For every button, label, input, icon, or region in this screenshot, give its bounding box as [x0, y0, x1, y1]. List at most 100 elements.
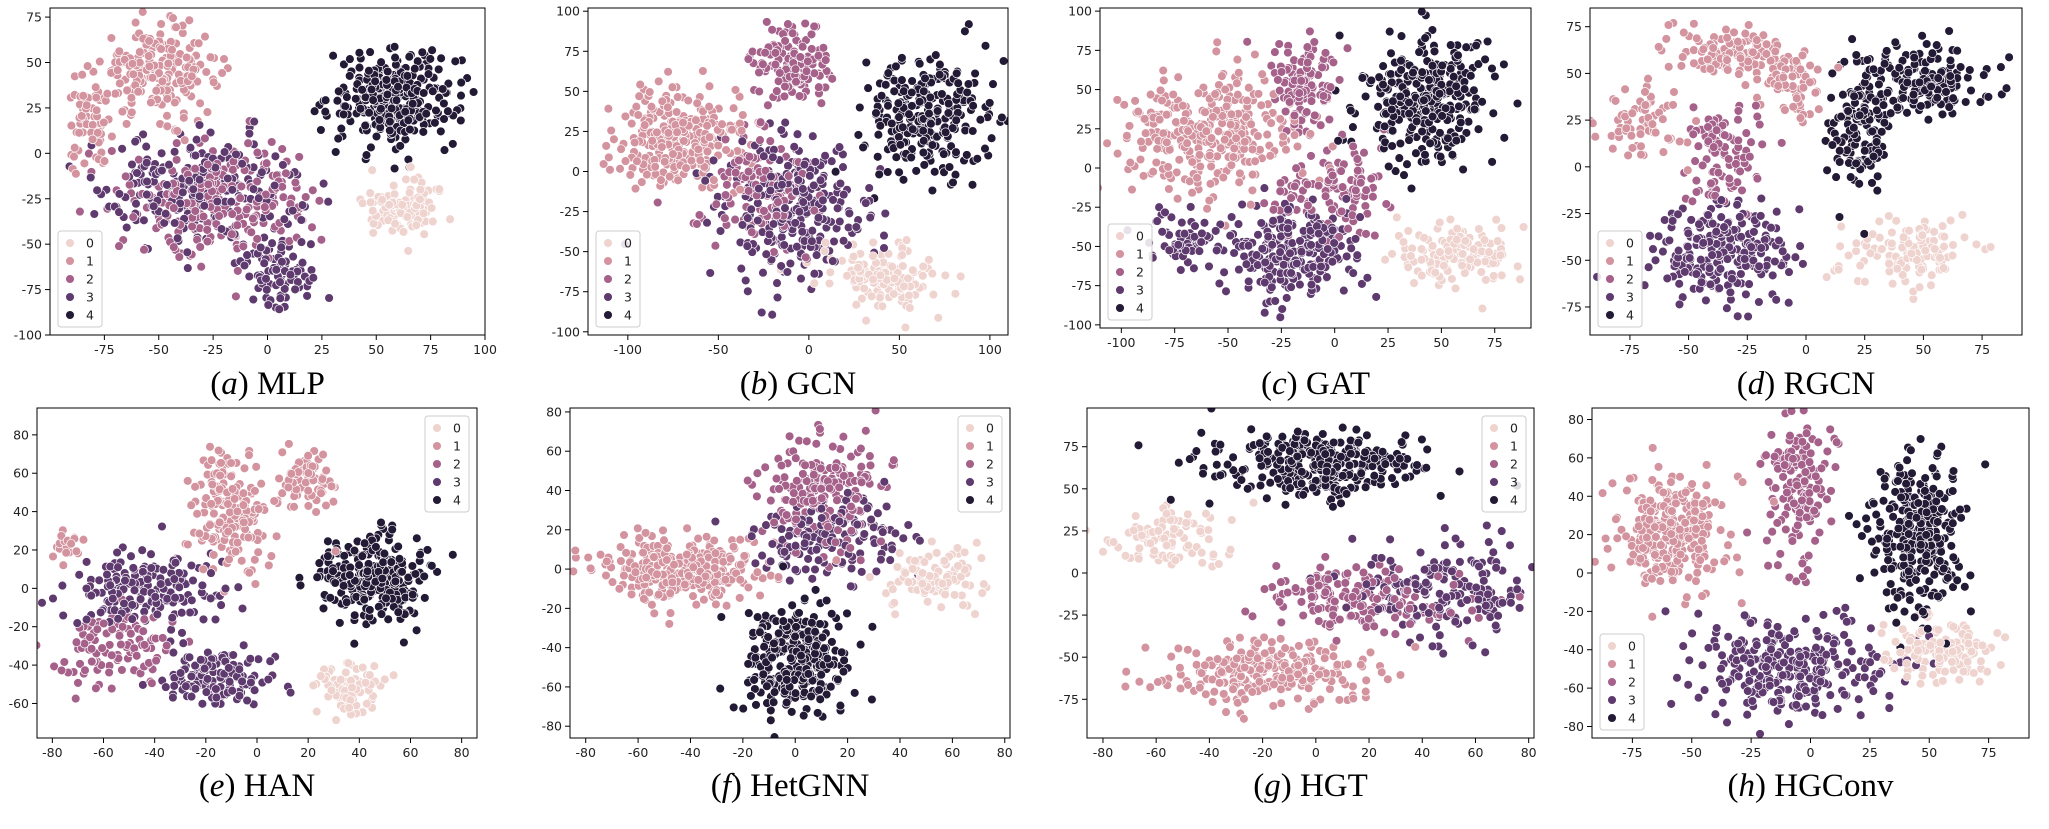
point-mlp-class1 [167, 44, 177, 55]
point-gcn-class1 [664, 171, 675, 182]
point-gat-class1 [1122, 131, 1132, 141]
point-gcn-class3 [783, 161, 793, 171]
point-rgcn-class2 [1688, 129, 1698, 140]
point-rgcn-class1 [1795, 64, 1806, 75]
point-gat-class1 [1213, 126, 1224, 137]
point-gcn-class4 [953, 78, 963, 88]
point-mlp-class1 [66, 120, 77, 131]
point-gat-class0 [1492, 236, 1503, 246]
point-gcn-class4 [853, 130, 864, 140]
point-gat-class0 [1419, 233, 1429, 243]
point-gat-class0 [1380, 254, 1390, 265]
point-rgcn-class2 [1746, 137, 1756, 147]
point-gcn-class2 [797, 41, 808, 52]
point-mlp-class4 [344, 71, 355, 81]
point-gat-class0 [1465, 254, 1475, 265]
point-rgcn-class1 [1791, 56, 1802, 66]
point-gcn-class3 [789, 142, 799, 152]
point-mlp-class3 [212, 196, 223, 207]
point-mlp-class3 [184, 175, 194, 186]
point-gat-class1 [1130, 96, 1140, 106]
point-mlp-class0 [434, 184, 445, 194]
point-gat-class1 [1245, 199, 1256, 210]
point-gat-class3 [1352, 250, 1363, 260]
point-rgcn-class4 [1879, 118, 1890, 128]
point-gat-class4 [1473, 59, 1484, 69]
point-gcn-class4 [951, 147, 961, 157]
point-mlp-class4 [423, 69, 434, 79]
point-mlp-class3 [139, 215, 149, 226]
y-tick-label-gat: 100 [1068, 4, 1092, 19]
point-gat-class1 [1172, 193, 1183, 204]
point-gcn-class0 [908, 265, 918, 276]
point-rgcn-class1 [1722, 33, 1732, 43]
point-mlp-class4 [456, 115, 466, 126]
point-mlp-class1 [106, 33, 117, 43]
point-gcn-class3 [777, 180, 787, 190]
point-gat-class2 [1283, 47, 1293, 58]
point-gat-class3 [1295, 236, 1305, 246]
x-tick-label-mlp: -75 [94, 342, 114, 357]
point-gcn-class2 [787, 28, 798, 38]
point-rgcn-class0 [1855, 260, 1865, 271]
point-gcn-class4 [863, 83, 873, 93]
point-gat-class4 [1512, 98, 1523, 109]
point-rgcn-class3 [1722, 254, 1733, 264]
point-gat-class3 [1166, 212, 1177, 223]
point-gcn-class3 [743, 286, 753, 297]
point-rgcn-class3 [1694, 219, 1704, 229]
point-gcn-class3 [767, 309, 777, 320]
x-tick-label-gcn: 100 [978, 342, 1002, 357]
point-rgcn-class1 [1610, 96, 1621, 106]
y-tick-label-gcn: -50 [560, 244, 580, 259]
point-gat-class2 [1270, 47, 1280, 57]
point-gat-class3 [1233, 219, 1244, 229]
point-gcn-class3 [737, 136, 748, 146]
point-mlp-class3 [157, 165, 167, 176]
point-gat-class3 [1348, 268, 1358, 278]
x-tick-label-gat: 75 [1487, 335, 1503, 350]
point-gat-class4 [1417, 67, 1427, 77]
point-rgcn-class4 [1955, 62, 1966, 72]
point-gat-class1 [1235, 168, 1245, 179]
point-gcn-class2 [770, 48, 781, 58]
point-rgcn-class3 [1716, 212, 1726, 222]
point-mlp-class2 [248, 213, 258, 224]
point-gcn-class2 [692, 219, 702, 229]
point-mlp-class3 [219, 147, 230, 157]
point-gat-class1 [1217, 111, 1228, 121]
point-gcn-class4 [898, 175, 909, 185]
point-mlp-class3 [169, 147, 180, 157]
point-gat-class1 [1133, 106, 1143, 117]
point-gcn-class0 [857, 293, 867, 304]
point-gcn-class4 [894, 112, 904, 122]
point-gcn-class1 [630, 183, 641, 194]
point-gcn-class0 [918, 261, 928, 272]
point-gat-class3 [1176, 265, 1186, 275]
point-gat-class1 [1232, 54, 1243, 65]
x-tick-label-gat: 25 [1380, 335, 1396, 350]
point-rgcn-class3 [1743, 311, 1753, 322]
point-rgcn-class1 [1788, 102, 1798, 112]
point-gcn-class4 [918, 147, 929, 158]
point-mlp-class1 [93, 128, 103, 138]
point-gat-class0 [1457, 249, 1468, 259]
point-gcn-class4 [872, 152, 883, 162]
point-gcn-class2 [790, 64, 801, 74]
point-mlp-class1 [77, 111, 87, 121]
point-gat-class4 [1419, 95, 1429, 106]
y-tick-label-gcn: -25 [560, 204, 580, 219]
point-gcn-class1 [605, 165, 615, 175]
point-mlp-class4 [407, 98, 418, 109]
point-gat-class3 [1259, 183, 1270, 193]
point-gcn-class3 [790, 218, 800, 228]
y-tick-label-gat: -50 [1072, 239, 1092, 254]
point-gcn-class4 [967, 180, 978, 190]
point-rgcn-class0 [1897, 270, 1908, 280]
point-mlp-class2 [238, 241, 249, 252]
point-gcn-class3 [776, 125, 787, 135]
point-rgcn-class4 [1834, 145, 1845, 156]
point-mlp-class1 [143, 51, 154, 61]
legend-label-0: 0 [624, 236, 632, 251]
point-gat-class0 [1417, 270, 1427, 281]
